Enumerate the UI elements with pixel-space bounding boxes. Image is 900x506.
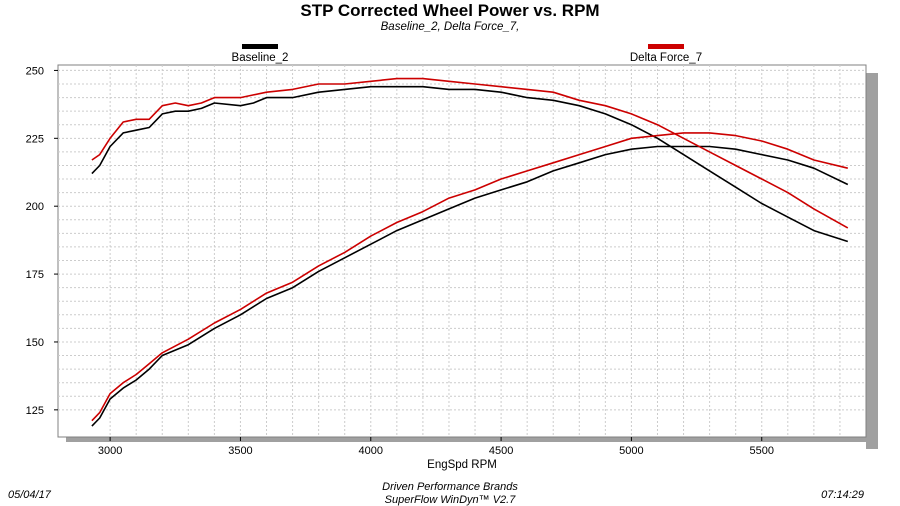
y-tick-label: 150 [26, 337, 44, 349]
series-layer [91, 77, 849, 427]
legend-entry-baseline: Baseline_2 [220, 44, 300, 64]
y-tick-label: 225 [26, 133, 44, 145]
legend-entry-delta-force: Delta Force_7 [616, 44, 716, 64]
legend-label-delta-force: Delta Force_7 [629, 52, 703, 64]
plot-shadow-right [866, 73, 878, 449]
plot-shadow-bottom [66, 437, 878, 442]
y-tick-label: 250 [26, 65, 44, 77]
gridlines [58, 65, 866, 437]
series-line-delta-force-torque [91, 132, 848, 422]
x-tick-label: 3000 [98, 445, 122, 457]
y-tick-label: 125 [26, 405, 44, 417]
axis-ticks: 3000 3500 4000 4500 5000 5500 125 150 175 200 225 2… [26, 65, 774, 457]
x-axis-title: EngSpd RPM [427, 459, 497, 471]
footer-company: Driven Performance Brands [382, 481, 518, 493]
plot-area [57, 64, 867, 438]
x-tick-label: 5000 [619, 445, 643, 457]
x-tick-label: 3500 [228, 445, 252, 457]
footer-date: 05/04/17 [8, 489, 51, 501]
x-tick-label: 5500 [749, 445, 773, 457]
x-tick-label: 4500 [489, 445, 513, 457]
footer-time: 07:14:29 [821, 489, 864, 501]
y-tick-label: 200 [26, 201, 44, 213]
chart-title: STP Corrected Wheel Power vs. RPM [300, 1, 600, 20]
series-line-delta-force-power [91, 77, 849, 229]
chart-subtitle: Baseline_2, Delta Force_7, [380, 21, 520, 33]
legend-label-baseline: Baseline_2 [231, 52, 289, 64]
legend-swatch-baseline [242, 44, 278, 49]
legend-swatch-delta-force [648, 44, 684, 49]
y-tick-label: 175 [26, 269, 44, 281]
series-line-baseline-power [91, 85, 849, 243]
footer-software: SuperFlow WinDyn™ V2.7 [384, 494, 516, 506]
x-tick-label: 4000 [359, 445, 383, 457]
